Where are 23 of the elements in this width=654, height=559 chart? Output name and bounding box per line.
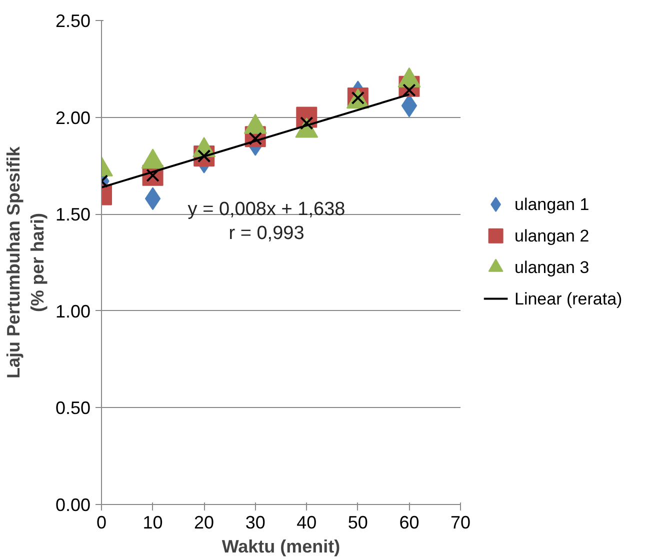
x-tick-label: 50 bbox=[348, 512, 368, 532]
x-axis-title: Waktu (menit) bbox=[222, 536, 340, 556]
x-tick-label: 30 bbox=[245, 512, 266, 532]
y-tick-label: 2.50 bbox=[55, 11, 91, 31]
y-axis-title: Laju Pertumbuhan Spesifik (% per hari) bbox=[3, 145, 48, 379]
legend-label: Linear (rerata) bbox=[514, 289, 622, 308]
legend-label: ulangan 3 bbox=[514, 258, 590, 277]
x-tick-label: 60 bbox=[399, 512, 420, 532]
y-tick-label: 1.50 bbox=[55, 204, 91, 225]
x-tick-label: 20 bbox=[194, 512, 214, 532]
x-tick-label: 10 bbox=[142, 512, 163, 532]
legend-label: ulangan 2 bbox=[514, 226, 590, 246]
annotation: y = 0,008x + 1,638 bbox=[188, 199, 346, 220]
annotation: r = 0,993 bbox=[228, 223, 304, 244]
y-tick-label: 0.50 bbox=[55, 398, 91, 418]
legend-label: ulangan 1 bbox=[514, 194, 590, 214]
y-tick-label: 1.00 bbox=[55, 301, 91, 322]
x-tick-label: 40 bbox=[296, 512, 317, 532]
y-tick-label: 0.00 bbox=[55, 495, 91, 515]
point bbox=[144, 187, 161, 210]
x-tick-label: 70 bbox=[450, 512, 471, 532]
x-tick-label: 0 bbox=[96, 512, 107, 532]
y-tick-label: 2.00 bbox=[55, 108, 91, 128]
